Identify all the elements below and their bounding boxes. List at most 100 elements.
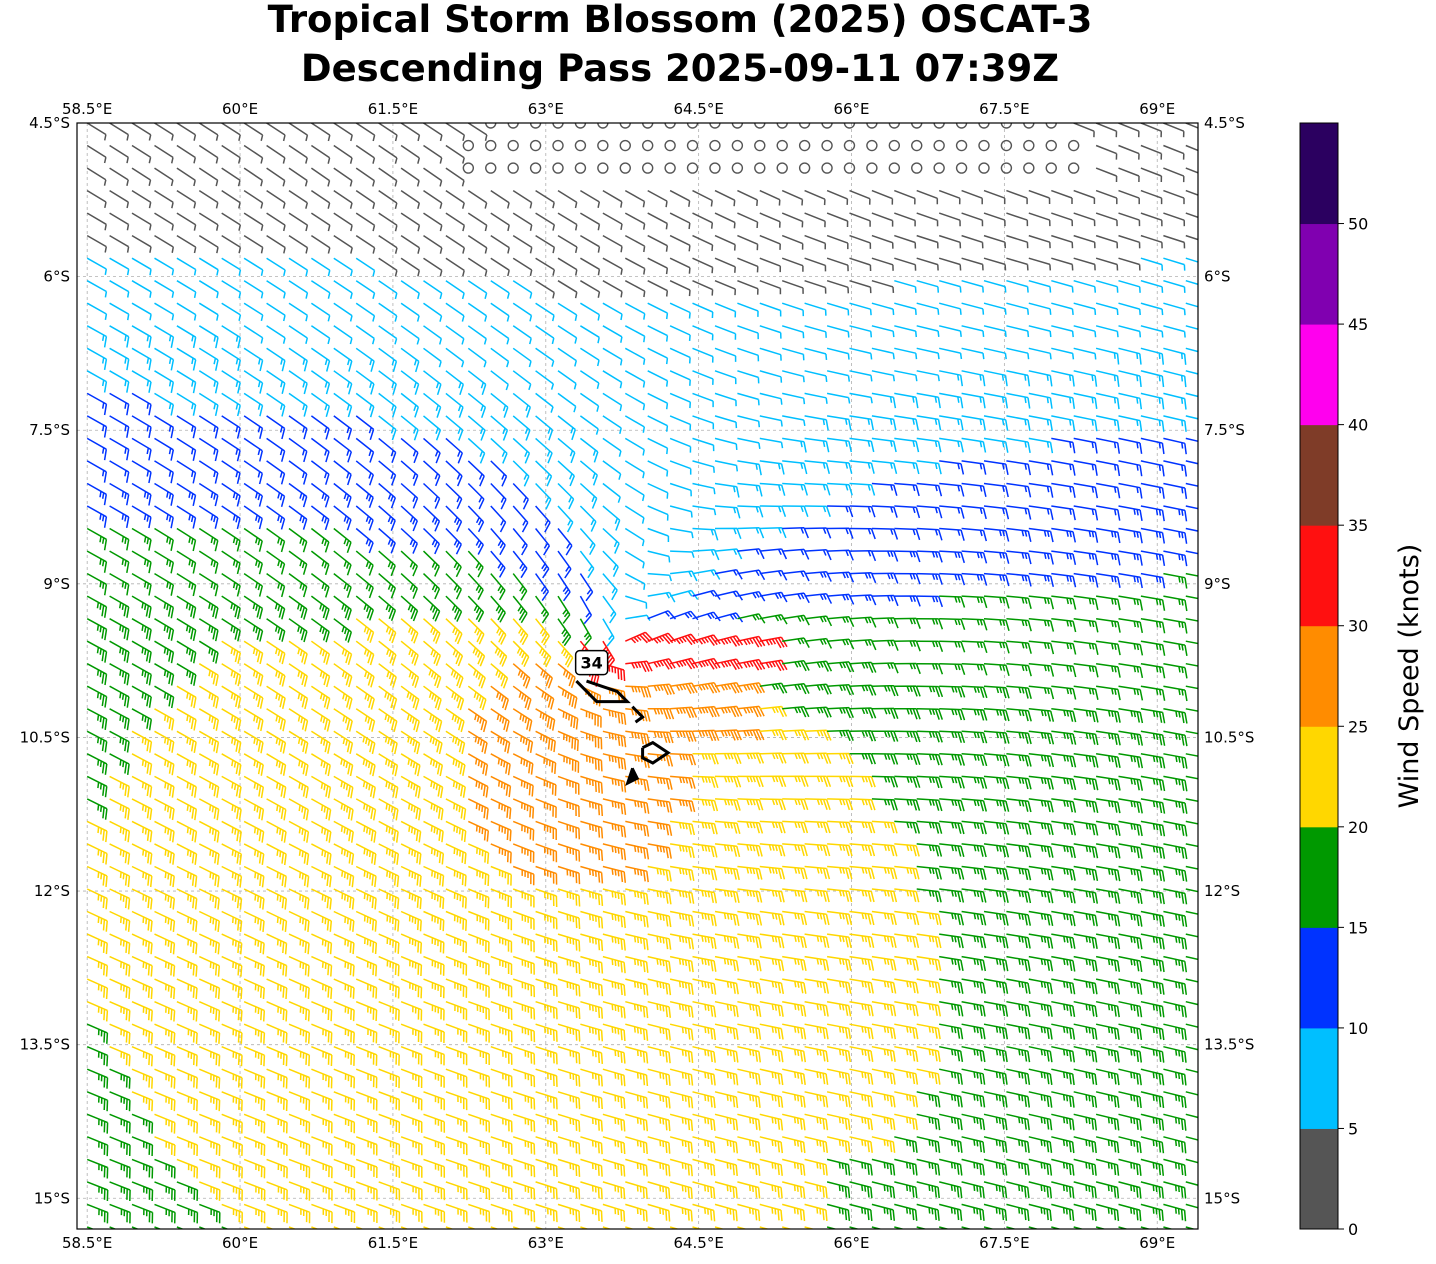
wind-barb xyxy=(333,708,353,732)
wind-barb xyxy=(1140,279,1164,293)
wind-barb xyxy=(602,775,627,793)
wind-barb xyxy=(849,798,876,811)
wind-barb xyxy=(602,978,626,996)
wind-barb xyxy=(512,775,534,797)
wind-barb xyxy=(1051,1091,1075,1108)
wind-barb xyxy=(759,1000,784,1017)
wind-barb xyxy=(445,212,466,232)
wind-barb xyxy=(1163,347,1187,365)
wind-barb xyxy=(692,888,718,904)
wind-barb xyxy=(154,1068,176,1089)
wind-barb xyxy=(983,302,1007,315)
wind-barb xyxy=(624,631,654,644)
wind-barb xyxy=(557,708,579,730)
wind-barb xyxy=(131,325,152,348)
wind-barb xyxy=(154,820,175,843)
wind-barb xyxy=(894,189,916,205)
wind-barb xyxy=(243,663,264,687)
wind-barb xyxy=(827,706,854,719)
wind-barb xyxy=(266,708,286,732)
wind-barb xyxy=(916,347,940,360)
wind-barb xyxy=(579,482,598,509)
wind-barb xyxy=(266,370,286,394)
wind-barb xyxy=(804,888,830,903)
wind-barb xyxy=(1006,685,1032,699)
wind-barb xyxy=(535,189,555,209)
wind-barb xyxy=(759,302,782,317)
wind-barb xyxy=(109,910,131,932)
wind-barb xyxy=(1163,415,1187,432)
wind-barb xyxy=(423,1203,446,1223)
wind-barb xyxy=(512,843,535,863)
wind-barb xyxy=(333,167,353,187)
wind-barb xyxy=(266,820,287,843)
wind-barb xyxy=(1163,843,1188,860)
wind-barb xyxy=(1185,685,1198,692)
wind-barb xyxy=(1073,482,1099,499)
chart-title-line1: Tropical Storm Blossom (2025) OSCAT-3 xyxy=(267,0,1093,41)
wind-barb xyxy=(916,1113,941,1131)
wind-barb xyxy=(624,347,646,365)
wind-barb xyxy=(1006,1091,1031,1108)
wind-barb xyxy=(826,1136,851,1153)
wind-barb xyxy=(1006,1045,1031,1063)
wind-barb xyxy=(737,1113,761,1131)
wind-barb xyxy=(602,1136,626,1155)
wind-barb xyxy=(154,730,175,753)
wind-barb xyxy=(669,280,691,297)
wind-barb xyxy=(109,955,131,977)
wind-barb xyxy=(400,1091,423,1111)
chart-title-line2: Descending Pass 2025-09-11 07:39Z xyxy=(300,47,1060,90)
wind-barb xyxy=(1163,1136,1187,1154)
wind-barb xyxy=(154,167,174,187)
wind-barb xyxy=(490,708,510,732)
wind-barb xyxy=(1140,978,1165,995)
wind-barb xyxy=(467,460,485,487)
wind-barb xyxy=(782,614,810,626)
wind-barb xyxy=(198,775,220,798)
wind-barb xyxy=(423,1226,432,1229)
wind-barb xyxy=(131,775,153,798)
wind-barb xyxy=(423,955,445,976)
wind-barb xyxy=(983,550,1010,564)
wind-barb xyxy=(535,212,556,231)
wind-barb xyxy=(647,753,674,767)
wind-barb xyxy=(109,189,130,209)
wind-barb xyxy=(625,685,652,698)
wind-barb xyxy=(1118,978,1143,995)
wind-barb xyxy=(849,415,875,431)
wind-barb xyxy=(355,1046,378,1066)
wind-barb xyxy=(288,843,310,866)
calm-wind-circle xyxy=(798,162,811,174)
wind-barb xyxy=(1095,708,1121,723)
wind-barb xyxy=(243,753,264,776)
wind-barb xyxy=(714,482,740,498)
wind-barb xyxy=(669,392,692,409)
wind-barb xyxy=(602,662,626,682)
wind-barb xyxy=(983,595,1010,609)
wind-barb xyxy=(647,1045,671,1064)
wind-barb xyxy=(1028,392,1053,409)
wind-barb xyxy=(131,347,152,371)
wind-barb xyxy=(154,1181,176,1201)
wind-barb xyxy=(983,415,1009,431)
wind-barb xyxy=(1051,505,1076,521)
calm-wind-circle xyxy=(933,123,945,129)
wind-barb xyxy=(1095,257,1119,271)
wind-barb xyxy=(1095,865,1121,882)
wind-barb xyxy=(198,347,219,371)
wind-barb xyxy=(1140,460,1165,477)
wind-barb xyxy=(692,705,720,718)
wind-barb xyxy=(378,865,400,888)
wind-barb xyxy=(86,933,108,955)
wind-barb xyxy=(1028,685,1055,700)
wind-barb xyxy=(1140,189,1163,205)
wind-barb xyxy=(378,347,398,373)
wind-barb xyxy=(782,933,807,949)
wind-barb xyxy=(1163,662,1188,679)
wind-barb xyxy=(647,888,672,905)
wind-barb xyxy=(468,1091,491,1111)
wind-barb xyxy=(579,595,593,625)
wind-barb xyxy=(109,505,130,529)
wind-barb xyxy=(1163,978,1188,995)
